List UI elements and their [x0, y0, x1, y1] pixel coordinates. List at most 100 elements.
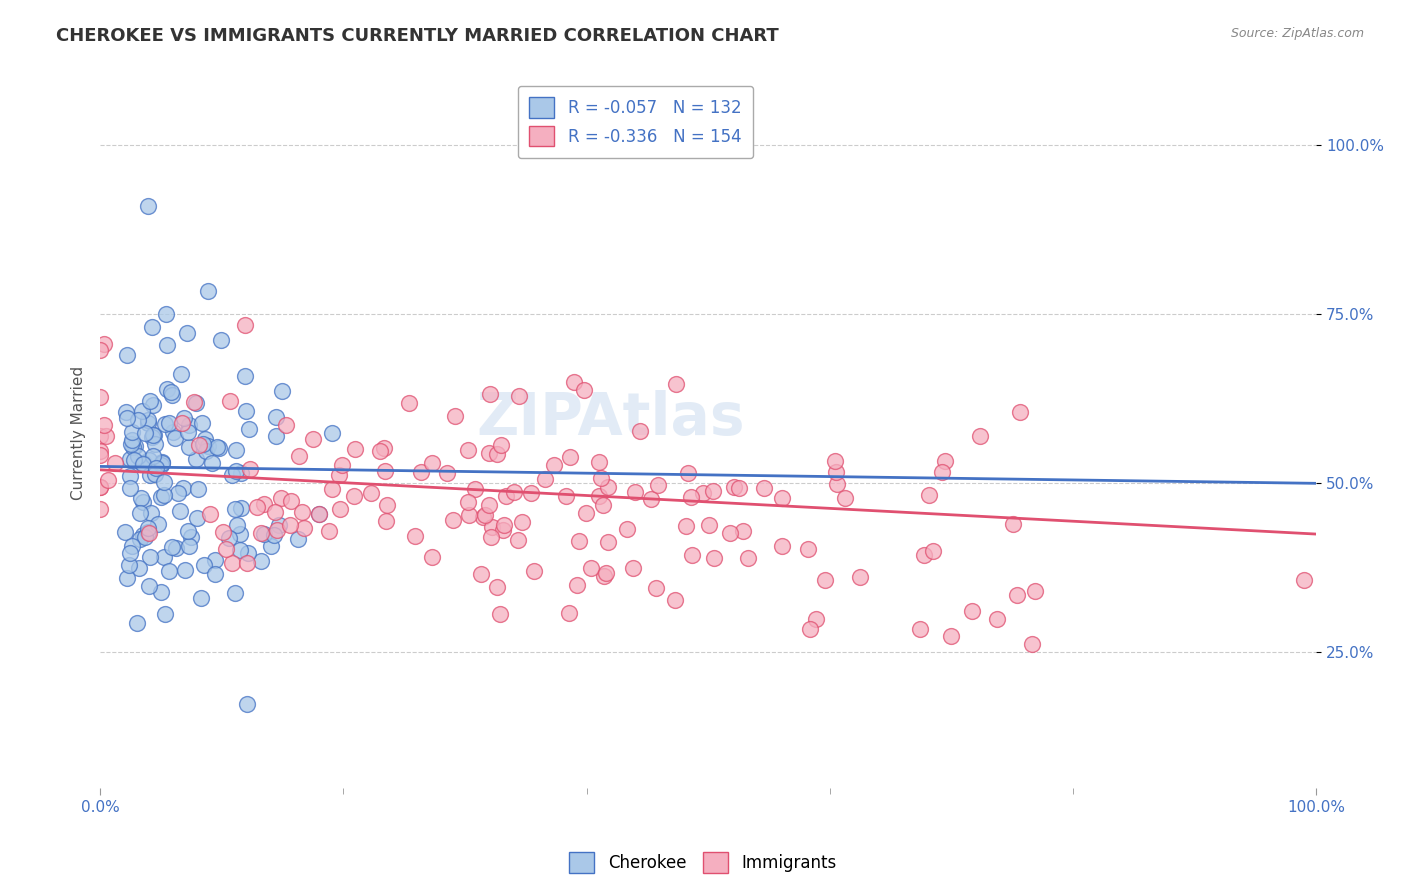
Point — [138, 525, 160, 540]
Point — [165, 431, 187, 445]
Point — [444, 409, 467, 423]
Point — [139, 394, 162, 409]
Point — [156, 338, 179, 352]
Point — [104, 456, 127, 470]
Point — [702, 484, 724, 499]
Point — [201, 456, 224, 470]
Point — [139, 468, 162, 483]
Point — [136, 520, 159, 534]
Point — [131, 456, 153, 470]
Point — [120, 481, 142, 495]
Point — [692, 485, 714, 500]
Point — [404, 529, 426, 543]
Point — [834, 491, 856, 505]
Point — [253, 497, 276, 511]
Point — [235, 404, 257, 418]
Point — [141, 430, 163, 444]
Point — [118, 546, 141, 560]
Point — [269, 518, 291, 533]
Point — [1010, 405, 1032, 419]
Point — [134, 530, 156, 544]
Point — [681, 490, 703, 504]
Point — [1021, 637, 1043, 651]
Point — [624, 485, 647, 500]
Point — [132, 527, 155, 541]
Text: CHEROKEE VS IMMIGRANTS CURRENTLY MARRIED CORRELATION CHART: CHEROKEE VS IMMIGRANTS CURRENTLY MARRIED… — [56, 27, 779, 45]
Point — [89, 448, 111, 462]
Point — [270, 491, 292, 506]
Point — [157, 416, 180, 430]
Point — [471, 509, 494, 524]
Point — [565, 577, 588, 591]
Point — [233, 318, 256, 333]
Legend: R = -0.057   N = 132, R = -0.336   N = 154: R = -0.057 N = 132, R = -0.336 N = 154 — [517, 86, 752, 158]
Point — [533, 472, 555, 486]
Point — [420, 549, 443, 564]
Point — [922, 544, 945, 558]
Point — [145, 467, 167, 481]
Point — [136, 416, 159, 430]
Point — [543, 458, 565, 472]
Point — [187, 438, 209, 452]
Point — [676, 467, 699, 481]
Point — [360, 486, 382, 500]
Point — [218, 531, 240, 545]
Point — [647, 477, 669, 491]
Point — [420, 457, 443, 471]
Point — [114, 524, 136, 539]
Point — [226, 517, 249, 532]
Point — [733, 524, 755, 539]
Point — [221, 556, 243, 570]
Point — [479, 530, 502, 544]
Point — [193, 558, 215, 572]
Point — [127, 615, 149, 630]
Point — [441, 513, 464, 527]
Point — [215, 541, 238, 556]
Point — [797, 542, 820, 557]
Point — [127, 450, 149, 464]
Point — [343, 442, 366, 456]
Point — [122, 453, 145, 467]
Legend: Cherokee, Immigrants: Cherokee, Immigrants — [562, 846, 844, 880]
Point — [231, 466, 253, 480]
Point — [150, 585, 173, 599]
Point — [486, 447, 509, 461]
Point — [205, 440, 228, 454]
Point — [236, 557, 259, 571]
Point — [278, 517, 301, 532]
Point — [190, 591, 212, 606]
Point — [246, 500, 269, 514]
Point — [579, 561, 602, 575]
Point — [495, 489, 517, 503]
Point — [806, 612, 828, 626]
Point — [1024, 583, 1046, 598]
Point — [177, 539, 200, 553]
Point — [264, 505, 287, 519]
Point — [589, 471, 612, 485]
Point — [986, 612, 1008, 626]
Point — [143, 428, 166, 442]
Point — [186, 511, 208, 525]
Point — [628, 424, 651, 438]
Point — [665, 377, 688, 392]
Point — [489, 437, 512, 451]
Point — [703, 551, 725, 566]
Point — [233, 369, 256, 384]
Point — [138, 453, 160, 467]
Point — [225, 464, 247, 478]
Point — [931, 465, 953, 479]
Point — [93, 337, 115, 351]
Point — [221, 467, 243, 482]
Point — [508, 389, 530, 403]
Point — [825, 465, 848, 479]
Point — [224, 586, 246, 600]
Point — [308, 507, 330, 521]
Point — [132, 455, 155, 469]
Point — [155, 417, 177, 431]
Point — [120, 437, 142, 451]
Point — [718, 525, 741, 540]
Point — [204, 566, 226, 581]
Point — [131, 404, 153, 418]
Point — [825, 477, 848, 491]
Point — [292, 521, 315, 535]
